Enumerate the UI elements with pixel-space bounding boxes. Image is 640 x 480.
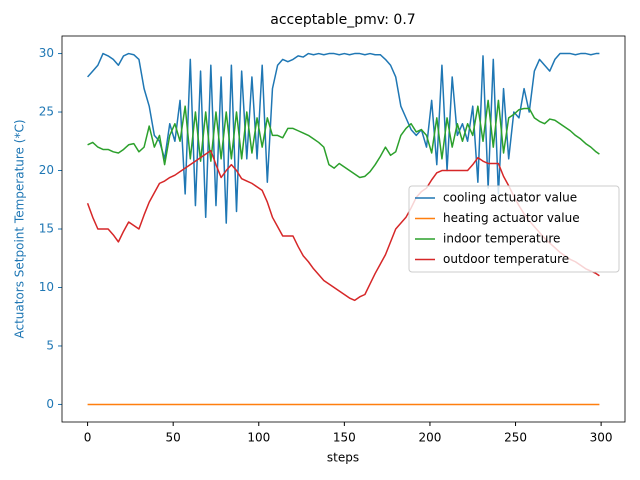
y-tick-label: 30	[39, 46, 54, 60]
y-tick-label: 5	[46, 338, 54, 352]
y-tick-label: 15	[39, 222, 54, 236]
chart-title: acceptable_pmv: 0.7	[270, 12, 415, 28]
data-line	[87, 99, 600, 179]
legend-box	[408, 185, 620, 273]
legend-label: outdoor temperature	[443, 252, 569, 266]
x-tick-label: 300	[590, 431, 613, 445]
y-tick-label: 10	[39, 280, 54, 294]
legend-label: heating actuator value	[443, 211, 580, 225]
x-tick-label: 50	[166, 431, 181, 445]
legend-label: cooling actuator value	[443, 191, 577, 205]
legend-label: indoor temperature	[443, 232, 560, 246]
y-axis-label: Actuators Setpoint Temperature (*C)	[13, 120, 27, 339]
y-tick-label: 0	[46, 397, 54, 411]
x-tick-label: 100	[247, 431, 270, 445]
x-axis-label: steps	[327, 451, 359, 465]
x-tick-label: 0	[84, 431, 92, 445]
y-tick-label: 25	[39, 105, 54, 119]
legend: cooling actuator value heating actuator v…	[408, 185, 620, 273]
x-tick-label: 200	[418, 431, 441, 445]
data-line	[87, 52, 600, 224]
x-tick-label: 150	[333, 431, 356, 445]
y-tick-label: 20	[39, 163, 54, 177]
x-tick-label: 250	[504, 431, 527, 445]
plot-frame	[61, 35, 626, 423]
